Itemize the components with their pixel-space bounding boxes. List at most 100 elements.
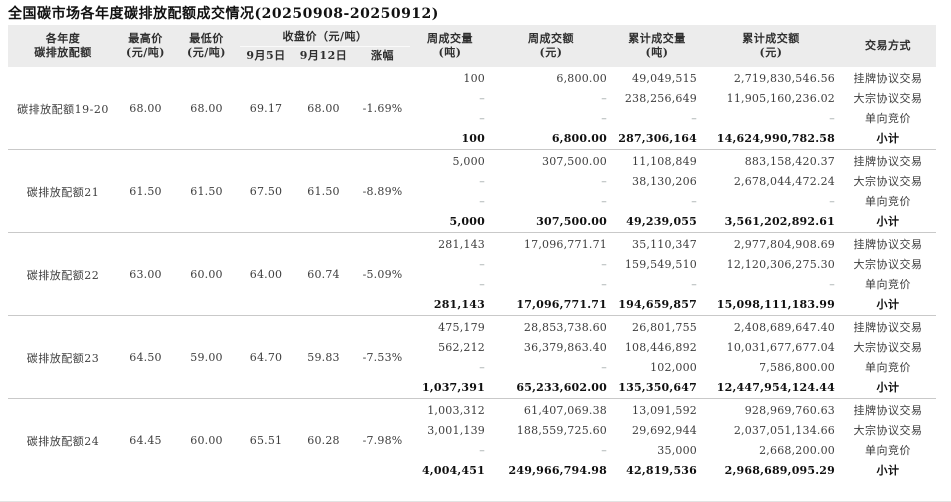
close-price-0905: 67.50 [249, 185, 283, 198]
cum-turnover-value: 2,719,830,546.56 [733, 71, 835, 85]
quota-group: 碳排放配额19-20 68.00 68.00 69.17 68.00 -1.69% 100 6… [8, 67, 936, 150]
price-change: -7.53% [362, 351, 403, 364]
week-turnover-value: 28,853,738.60 [523, 320, 607, 334]
cum-volume-value: 13,091,592 [632, 403, 697, 417]
cum-turnover-value: – [829, 277, 835, 291]
week-volume-value: 5,000 [449, 214, 485, 228]
week-turnover-value: 6,800.00 [551, 131, 607, 145]
price-change: -8.89% [362, 185, 403, 198]
cum-turnover-value: 2,668,200.00 [759, 443, 835, 457]
cum-volume-value: 29,692,944 [632, 423, 697, 437]
week-volume-value: 100 [463, 71, 485, 85]
cum-turnover-value: 11,905,160,236.02 [726, 91, 835, 105]
price-change: -1.69% [362, 102, 403, 115]
table-row: 碳排放配额21 61.50 61.50 67.50 61.50 -8.89% 5,000 30… [8, 150, 936, 199]
week-turnover-value: – [601, 277, 607, 291]
price-change: -5.09% [362, 268, 403, 281]
week-volume-value: 475,179 [438, 320, 485, 334]
cum-volume-value: 194,659,857 [618, 297, 697, 311]
cum-turnover-value: 2,408,689,647.40 [733, 320, 835, 334]
subtotal-row: 281,143 17,096,771.71 194,659,857 15,098,11… [8, 294, 936, 316]
week-turnover-value: – [601, 360, 607, 374]
table-row: 碳排放配额22 63.00 60.00 64.00 60.74 -5.09% 281,143… [8, 233, 936, 282]
table-row: – – 238,256,649 11,905,160,236.02 大宗协议交易 [8, 88, 936, 108]
week-turnover-value: – [601, 174, 607, 188]
table-row: – – – – 单向竞价 [8, 108, 936, 128]
cum-volume-value: – [691, 194, 697, 208]
table-row: – – – – 单向竞价 [8, 274, 936, 294]
week-volume-value: 3,001,139 [427, 423, 485, 437]
header-row-close-dates: 9月5日 9月12日 涨幅 [8, 46, 936, 67]
col-header-cum-turnover: 累计成交额 (元) [702, 25, 840, 67]
week-turnover-value: – [601, 194, 607, 208]
table-row: 碳排放配额23 64.50 59.00 64.70 59.83 -7.53% 475,179… [8, 316, 936, 365]
trade-method-label: 小计 [876, 215, 900, 228]
trade-method-label: 大宗协议交易 [853, 92, 923, 105]
week-volume-value: 1,037,391 [421, 380, 485, 394]
cum-volume-value: – [691, 277, 697, 291]
cum-volume-value: 49,239,055 [626, 214, 697, 228]
col-header-close-price: 收盘价（元/吨） [240, 25, 410, 47]
cum-volume-value: 238,256,649 [624, 91, 697, 105]
close-price-0905: 64.70 [249, 351, 283, 364]
table-header: 各年度 碳排放配额 最高价 (元/吨) 最低价 (元/吨) 收盘价（元/吨） 周… [8, 25, 936, 67]
cum-turnover-value: 10,031,677,677.04 [726, 340, 835, 354]
table-row: 562,212 36,379,863.40 108,446,892 10,031,67… [8, 337, 936, 357]
low-price: 60.00 [190, 268, 223, 281]
cum-volume-value: 38,130,206 [632, 174, 697, 188]
close-price-0912: 60.74 [307, 268, 340, 281]
week-turnover-value: 307,500.00 [542, 154, 607, 168]
trade-method-label: 挂牌协议交易 [853, 155, 923, 168]
week-turnover-value: 6,800.00 [556, 71, 607, 85]
price-change: -7.98% [362, 434, 403, 447]
table-row: 碳排放配额24 64.45 60.00 65.51 60.28 -7.98% 1,003,3… [8, 399, 936, 448]
cum-turnover-value: 3,561,202,892.61 [724, 214, 835, 228]
cum-volume-value: 135,350,647 [618, 380, 697, 394]
table-row: – – 102,000 7,586,800.00 单向竞价 [8, 357, 936, 377]
week-turnover-value: 65,233,602.00 [516, 380, 607, 394]
table-row: – – – – 单向竞价 [8, 191, 936, 211]
col-header-close-0905: 9月5日 [240, 46, 292, 67]
cum-turnover-value: 12,120,306,275.30 [726, 257, 835, 271]
table-row: – – 35,000 2,668,200.00 单向竞价 [8, 440, 936, 460]
cum-turnover-value: 12,447,954,124.44 [716, 380, 835, 394]
cum-volume-value: 102,000 [650, 360, 697, 374]
cum-volume-value: 287,306,164 [618, 131, 697, 145]
week-volume-value: – [479, 443, 485, 457]
cum-turnover-value: 7,586,800.00 [759, 360, 835, 374]
cum-volume-value: 159,549,510 [624, 257, 697, 271]
trade-method-label: 挂牌协议交易 [853, 321, 923, 334]
week-turnover-value: 17,096,771.71 [523, 237, 607, 251]
col-header-cum-volume: 累计成交量 (吨) [612, 25, 702, 67]
trade-method-label: 单向竞价 [865, 361, 911, 374]
col-header-close-0912: 9月12日 [292, 46, 355, 67]
cum-turnover-value: 14,624,990,782.58 [716, 131, 835, 145]
quota-name: 碳排放配额23 [26, 351, 100, 365]
close-price-0905: 69.17 [249, 102, 283, 115]
trade-method-label: 大宗协议交易 [853, 424, 923, 437]
high-price: 68.00 [129, 102, 162, 115]
quota-group: 碳排放配额24 64.45 60.00 65.51 60.28 -7.98% 1,003,3… [8, 399, 936, 482]
close-price-0912: 59.83 [307, 351, 340, 364]
cum-turnover-value: 2,037,051,134.66 [733, 423, 835, 437]
week-volume-value: – [479, 257, 485, 271]
cum-volume-value: 49,049,515 [632, 71, 697, 85]
quota-name: 碳排放配额22 [26, 268, 100, 282]
week-volume-value: – [479, 194, 485, 208]
table-row: – – 159,549,510 12,120,306,275.30 大宗协议交易 [8, 254, 936, 274]
week-turnover-value: 17,096,771.71 [516, 297, 607, 311]
week-volume-value: 4,004,451 [421, 463, 485, 477]
week-volume-value: – [479, 360, 485, 374]
week-volume-value: 5,000 [452, 154, 485, 168]
col-header-change: 涨幅 [355, 46, 410, 67]
cum-turnover-value: 883,158,420.37 [744, 154, 835, 168]
trade-method-label: 单向竞价 [865, 278, 911, 291]
trade-method-label: 挂牌协议交易 [853, 72, 923, 85]
trade-method-label: 小计 [876, 298, 900, 311]
cum-volume-value: 35,000 [657, 443, 697, 457]
col-header-low-price: 最低价 (元/吨) [173, 25, 240, 67]
cum-turnover-value: – [829, 194, 835, 208]
cum-turnover-value: 2,977,804,908.69 [733, 237, 835, 251]
week-volume-value: 281,143 [433, 297, 485, 311]
week-turnover-value: 188,559,725.60 [516, 423, 607, 437]
